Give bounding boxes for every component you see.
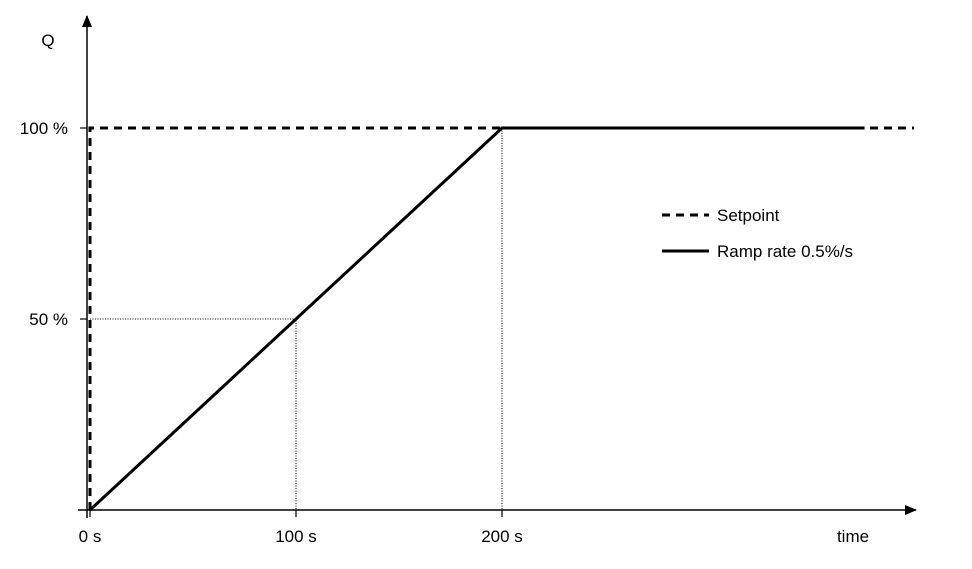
y-axis-label: Q: [41, 31, 54, 50]
x-tick-label-3: 200 s: [481, 527, 523, 546]
series-line-ramp-rate: [88, 126, 865, 512]
x-tick-label-1: 0 s: [79, 527, 102, 546]
x-axis-label: time: [837, 527, 869, 546]
legend-label-ramp-rate: Ramp rate 0.5%/s: [717, 242, 853, 261]
y-tick-label-2: 100 %: [20, 119, 68, 138]
tick-group: 0 s 100 s 200 s 50 % 100 %: [20, 119, 523, 546]
legend: Setpoint Ramp rate 0.5%/s: [662, 206, 853, 261]
y-tick-label-1: 50 %: [29, 310, 68, 329]
x-tick-label-2: 100 s: [275, 527, 317, 546]
series-group: [88, 126, 914, 512]
legend-label-setpoint: Setpoint: [717, 206, 780, 225]
